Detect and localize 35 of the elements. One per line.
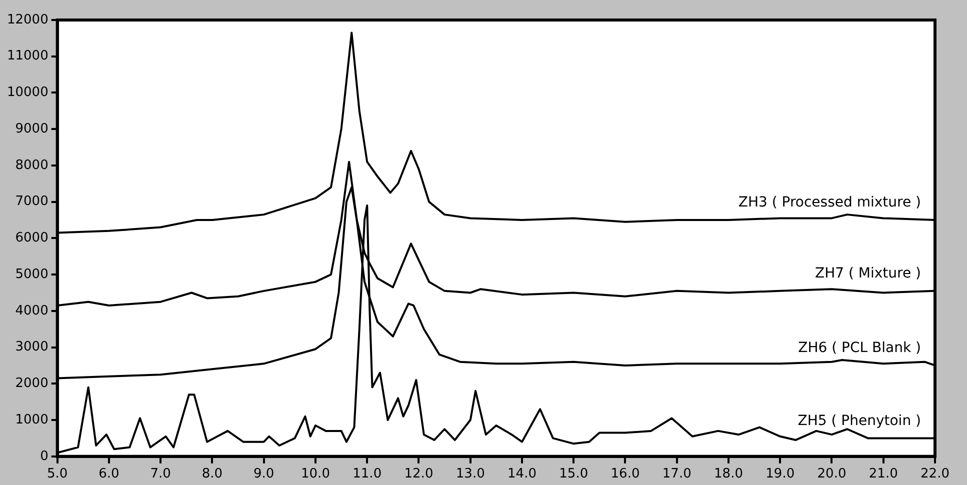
x-tick-label: 22.0	[920, 466, 950, 482]
y-tick-label: 2000	[15, 376, 48, 392]
x-tick-label: 15.0	[559, 466, 588, 482]
x-tick-label: 9.0	[254, 466, 274, 482]
x-tick-label: 21.0	[868, 466, 898, 482]
x-tick-label: 7.0	[150, 466, 171, 482]
x-tick-label: 13.0	[456, 466, 485, 482]
series-label: ZH6 ( PCL Blank )	[798, 340, 921, 356]
y-tick-label: 10000	[6, 85, 48, 100]
x-tick-label: 8.0	[202, 466, 223, 482]
x-tick-label: 18.0	[714, 466, 743, 482]
x-tick-label: 17.0	[662, 466, 692, 482]
y-tick-label: 11000	[6, 48, 48, 64]
y-tick-label: 12000	[6, 12, 48, 28]
y-tick-label: 6000	[15, 230, 48, 246]
series-label: ZH5 ( Phenytoin )	[798, 412, 921, 429]
y-tick-label: 7000	[15, 194, 48, 210]
y-tick-label: 1000	[15, 412, 48, 428]
y-tick-label: 8000	[15, 158, 48, 173]
series-label: ZH3 ( Processed mixture )	[738, 194, 921, 211]
y-tick-label: 9000	[15, 121, 48, 136]
x-tick-label: 20.0	[817, 466, 846, 482]
x-tick-label: 11.0	[352, 466, 382, 482]
x-tick-label: 10.0	[301, 466, 330, 482]
x-tick-label: 6.0	[98, 466, 120, 482]
x-tick-label: 16.0	[610, 466, 640, 482]
y-tick-label: 0	[40, 448, 48, 464]
y-tick-label: 4000	[15, 303, 48, 318]
x-tick-label: 12.0	[404, 466, 434, 482]
x-tick-label: 5.0	[47, 466, 68, 482]
y-tick-label: 3000	[15, 340, 48, 355]
x-tick-label: 19.0	[766, 466, 795, 482]
x-tick-label: 14.0	[508, 466, 536, 482]
y-tick-label: 5000	[15, 266, 48, 282]
series-label: ZH7 ( Mixture )	[815, 266, 921, 282]
